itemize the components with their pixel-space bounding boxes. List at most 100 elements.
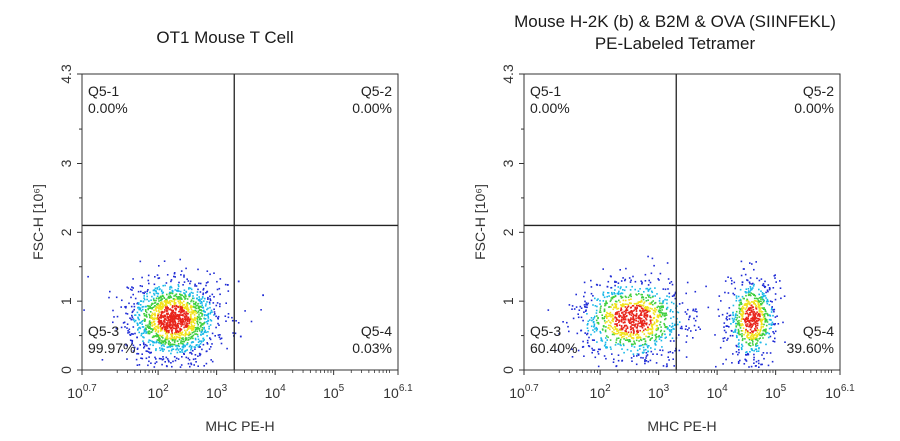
data-point — [145, 357, 148, 360]
data-point — [159, 347, 161, 349]
data-point — [625, 337, 628, 339]
data-point — [636, 353, 639, 355]
data-point — [731, 279, 733, 282]
data-point — [752, 316, 754, 318]
data-point — [692, 337, 694, 339]
data-point — [750, 324, 752, 327]
data-point — [180, 274, 182, 276]
data-point — [593, 317, 595, 319]
data-point — [180, 298, 183, 300]
data-point — [128, 302, 130, 305]
data-point — [761, 302, 764, 304]
data-point — [730, 277, 732, 280]
data-point — [732, 304, 735, 307]
data-point — [653, 322, 656, 325]
data-point — [586, 333, 588, 336]
data-point — [735, 325, 737, 327]
data-point — [652, 300, 654, 302]
data-point — [670, 309, 672, 311]
data-point — [160, 342, 163, 345]
data-point — [160, 336, 163, 338]
data-point — [165, 322, 168, 325]
data-point — [592, 295, 594, 297]
data-point — [765, 310, 767, 313]
data-point — [613, 331, 615, 334]
data-point — [610, 306, 612, 308]
data-point — [763, 313, 765, 316]
data-point — [646, 311, 648, 314]
data-point — [202, 289, 205, 291]
data-point — [761, 292, 764, 294]
data-point — [614, 327, 617, 329]
data-point — [632, 343, 634, 346]
data-point — [217, 322, 219, 325]
data-point — [653, 321, 656, 324]
data-point — [218, 336, 221, 338]
data-point — [164, 315, 167, 318]
data-point — [197, 302, 199, 305]
data-point — [192, 300, 195, 303]
data-point — [168, 296, 170, 298]
data-point — [168, 297, 171, 299]
data-point — [584, 306, 586, 308]
data-point — [757, 303, 760, 306]
data-point — [650, 328, 653, 331]
data-point — [216, 302, 219, 304]
data-point — [162, 337, 164, 339]
data-point — [165, 304, 168, 307]
data-point — [769, 352, 772, 354]
data-point — [137, 317, 140, 320]
data-point — [203, 326, 205, 329]
data-point — [768, 332, 770, 335]
y-tick-label: 2 — [58, 228, 74, 236]
data-point — [618, 310, 620, 313]
data-point — [190, 315, 192, 318]
data-point — [194, 348, 196, 350]
data-point — [190, 311, 193, 313]
data-point — [225, 302, 227, 304]
data-point — [216, 280, 218, 283]
data-point — [605, 337, 607, 339]
data-point — [621, 359, 624, 362]
outlier-point — [239, 335, 242, 338]
data-point — [179, 299, 181, 302]
data-point — [138, 308, 140, 311]
data-point — [166, 325, 168, 328]
data-point — [141, 276, 143, 279]
data-point — [755, 345, 757, 347]
data-point — [755, 297, 758, 300]
data-point — [646, 314, 649, 316]
data-point — [662, 306, 664, 309]
data-point — [171, 309, 173, 312]
data-point — [628, 312, 631, 314]
data-point — [192, 292, 194, 294]
data-point — [614, 300, 617, 303]
data-point — [164, 326, 166, 328]
data-point — [745, 351, 747, 354]
data-point — [659, 302, 661, 305]
data-point — [136, 324, 139, 326]
data-point — [189, 316, 192, 319]
data-point — [194, 303, 197, 306]
data-point — [738, 351, 740, 354]
data-point — [744, 273, 747, 276]
data-point — [169, 286, 171, 288]
data-point — [153, 302, 156, 304]
data-point — [733, 320, 735, 323]
data-point — [176, 313, 179, 316]
data-point — [780, 297, 782, 300]
data-point — [762, 332, 764, 335]
data-point — [175, 336, 178, 338]
data-point — [133, 320, 136, 323]
data-point — [168, 293, 171, 295]
data-point — [766, 289, 769, 292]
data-point — [147, 347, 150, 350]
data-point — [209, 306, 211, 309]
data-point — [745, 341, 747, 344]
data-point — [199, 321, 201, 324]
quadrant-name: Q5-2 — [361, 83, 392, 99]
data-point — [652, 353, 654, 355]
data-point — [138, 318, 140, 321]
data-point — [170, 285, 172, 288]
data-point — [622, 318, 624, 321]
